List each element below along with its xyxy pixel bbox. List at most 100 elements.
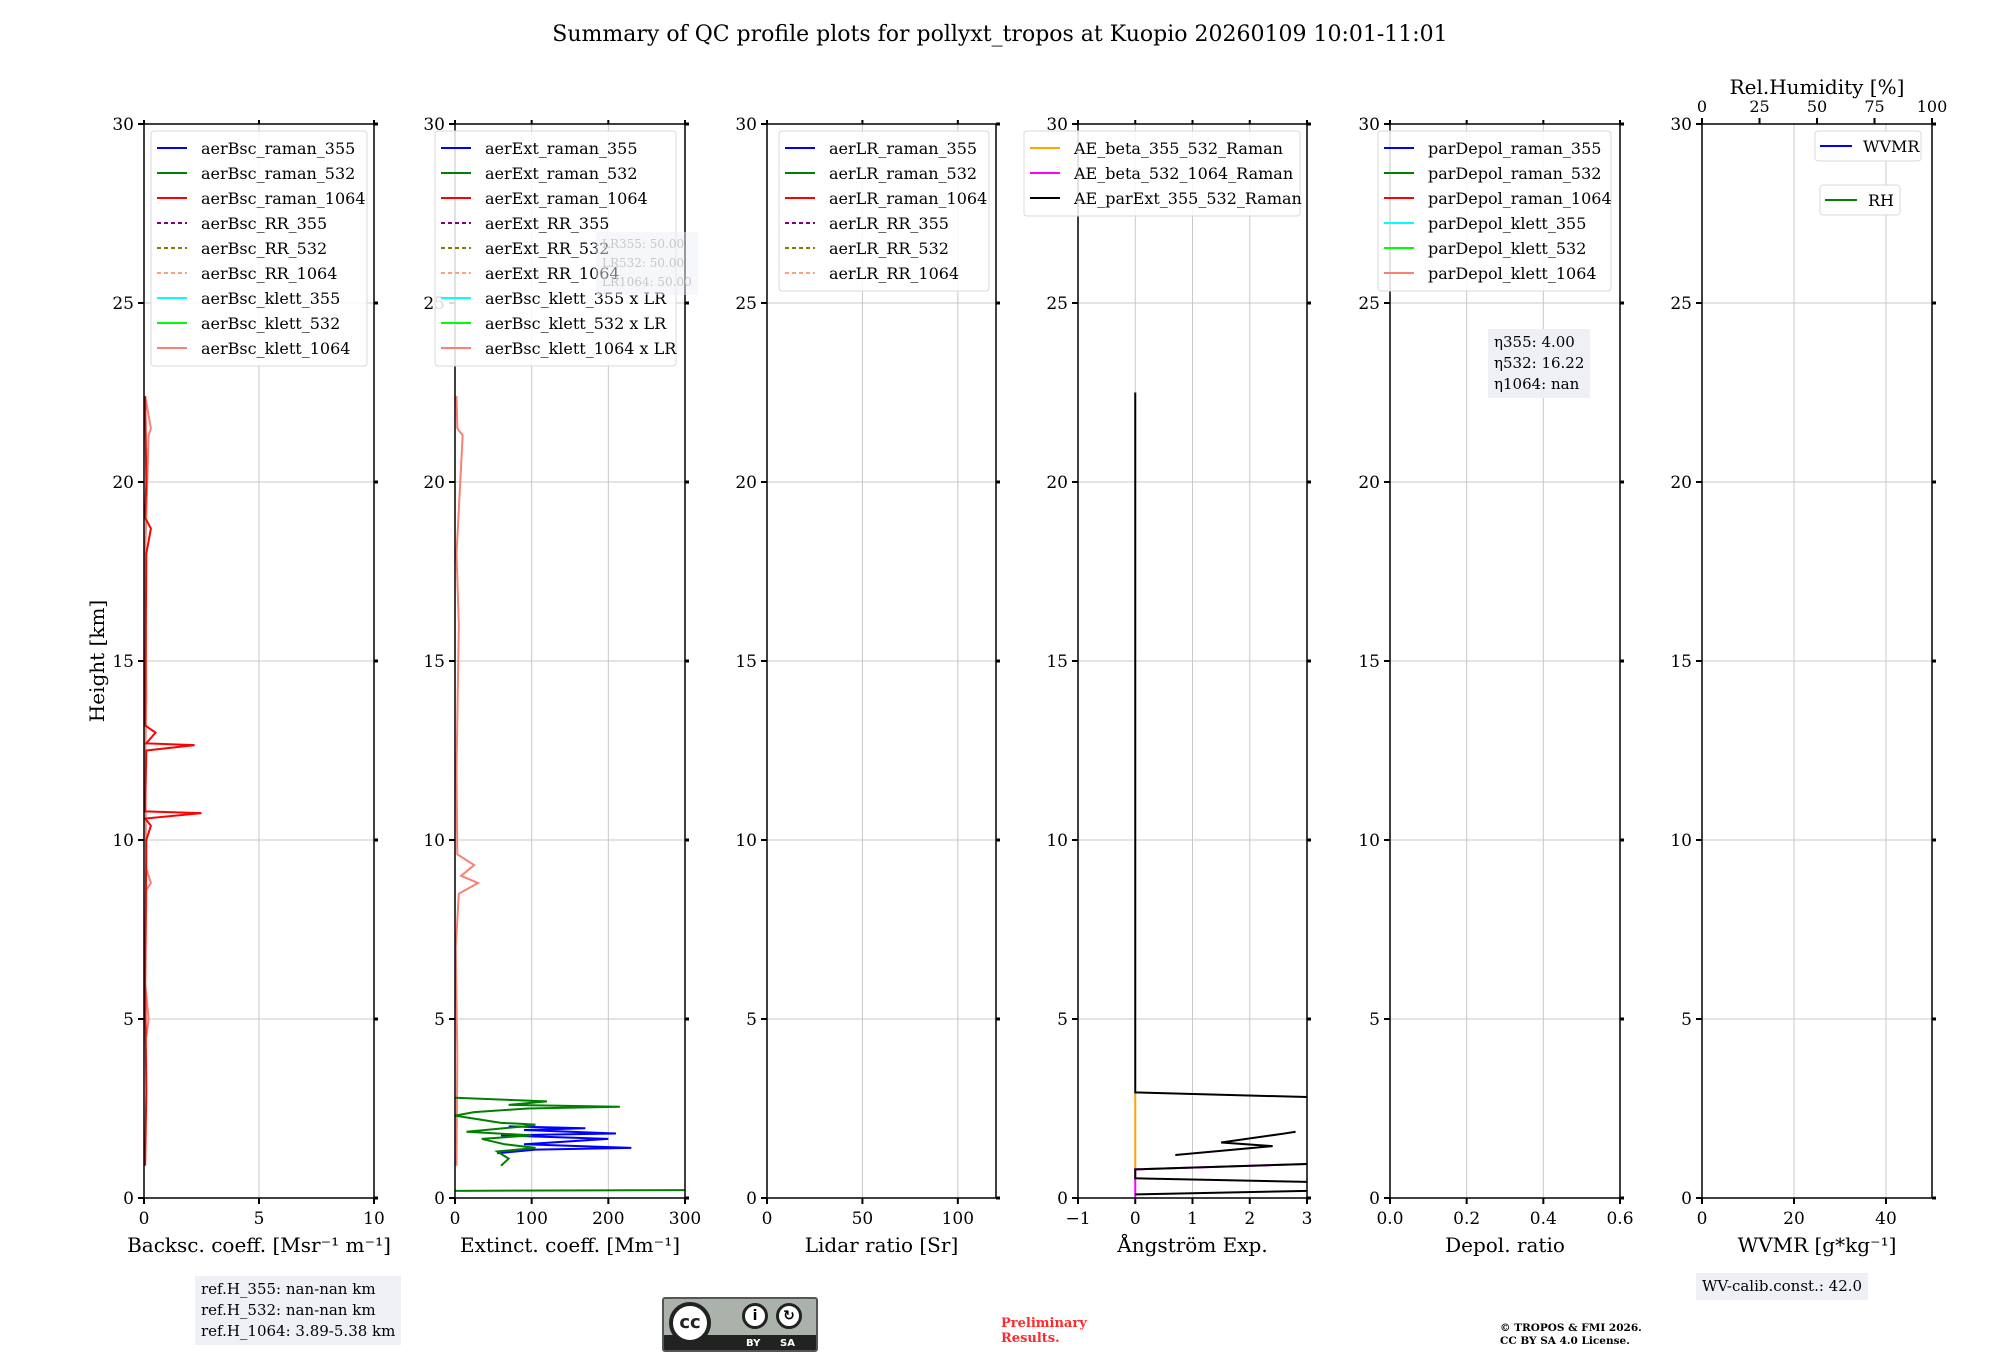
x-tick-label: 20	[1783, 1209, 1805, 1229]
legend-label: aerLR_raman_532	[829, 164, 977, 183]
eta-box: η355: 4.00 η532: 16.22 η1064: nan	[1488, 329, 1591, 398]
eta-532: η532: 16.22	[1494, 354, 1585, 372]
legend-label: RH	[1868, 191, 1894, 210]
x-tick-label: 5	[254, 1209, 265, 1229]
legend: parDepol_raman_355 parDepol_raman_532 parD…	[1377, 130, 1612, 292]
y-tick-label: 5	[434, 1010, 445, 1030]
top-x-tick-label: 75	[1864, 97, 1884, 116]
x-tick-label: 10	[363, 1209, 385, 1229]
legend-label: aerExt_RR_532	[485, 239, 609, 258]
series-line-AE_parExt_355_532_Raman_3	[1134, 1162, 1308, 1183]
cc-icon: cc	[669, 1302, 711, 1344]
copyright-line: © TROPOS & FMI 2026.	[1500, 1322, 1642, 1334]
legend-label: aerExt_raman_1064	[485, 189, 648, 208]
x-tick-label: 0	[1697, 1209, 1708, 1229]
legend-label: parDepol_raman_532	[1428, 164, 1601, 183]
y-tick-label: 15	[1670, 652, 1692, 672]
legend-label: parDepol_raman_355	[1428, 139, 1601, 158]
legend-box	[1814, 130, 1922, 162]
y-tick-label: 25	[1670, 294, 1692, 314]
x-axis-label: Depol. ratio	[1445, 1233, 1565, 1257]
x-tick-label: 3	[1302, 1209, 1313, 1229]
y-tick-label: 15	[423, 652, 445, 672]
legend-label: aerExt_raman_532	[485, 164, 638, 183]
legend-box	[778, 130, 990, 292]
legend-label: aerBsc_klett_355	[201, 289, 340, 308]
panel-6: 0 5 10 15 20 25 30 0 20 40 WVMR [g*kg⁻¹] 0 25 50 75 100…	[1670, 75, 1947, 1257]
y-tick-label: 0	[434, 1189, 445, 1209]
x-axis-label: WVMR [g*kg⁻¹]	[1738, 1233, 1897, 1257]
y-tick-label: 15	[1046, 652, 1068, 672]
series-line-aerExt_raman_532_low	[454, 1189, 686, 1192]
series-line-aerExt_raman_355	[497, 1125, 632, 1155]
y-tick-label: 30	[1046, 115, 1068, 135]
legend-label: aerLR_RR_355	[829, 214, 949, 233]
by-person-icon: i	[742, 1303, 768, 1329]
top-x-tick-label: 0	[1697, 97, 1707, 116]
top-x-tick-label: 50	[1807, 97, 1827, 116]
x-tick-label: 1	[1187, 1209, 1198, 1229]
legend-label: aerExt_RR_1064	[485, 264, 620, 283]
y-tick-label: 0	[123, 1189, 134, 1209]
legend-label: aerBsc_klett_1064 x LR	[485, 339, 677, 358]
legend-box	[150, 130, 368, 367]
copyright-line: CC BY SA 4.0 License.	[1500, 1335, 1630, 1347]
x-tick-label: 100	[942, 1209, 974, 1229]
x-tick-label: −1	[1065, 1209, 1090, 1229]
x-tick-label: 300	[669, 1209, 701, 1229]
legend-label: aerBsc_RR_532	[201, 239, 327, 258]
cc-license-logo: cc i ↻ BY SA	[662, 1297, 818, 1352]
x-axis-label: Backsc. coeff. [Msr⁻¹ m⁻¹]	[127, 1233, 391, 1257]
legend-label: aerExt_RR_355	[485, 214, 609, 233]
x-tick-label: 0.2	[1453, 1209, 1480, 1229]
x-tick-label: 0	[450, 1209, 461, 1229]
legend-label: WVMR	[1863, 137, 1920, 156]
y-tick-label: 0	[1369, 1189, 1380, 1209]
y-tick-label: 5	[123, 1010, 134, 1030]
y-tick-label: 10	[112, 831, 134, 851]
x-tick-label: 40	[1875, 1209, 1897, 1229]
series-line-aerBsc_klett_1064 x LR	[454, 396, 481, 1166]
x-tick-label: 2	[1244, 1209, 1255, 1229]
sa-share-icon: ↻	[776, 1303, 802, 1329]
y-tick-label: 10	[735, 831, 757, 851]
legend-label: aerBsc_klett_532	[201, 314, 340, 333]
top-x-tick-label: 25	[1749, 97, 1769, 116]
by-label: BY	[746, 1338, 761, 1349]
x-tick-label: 0.0	[1376, 1209, 1403, 1229]
x-axis-label: Ångström Exp.	[1116, 1232, 1267, 1257]
y-tick-label: 30	[735, 115, 757, 135]
legend-label: aerBsc_raman_1064	[201, 189, 366, 208]
x-axis-label: Lidar ratio [Sr]	[805, 1233, 959, 1257]
refh-532: ref.H_532: nan-nan km	[201, 1301, 376, 1319]
y-tick-label: 20	[112, 473, 134, 493]
y-tick-label: 5	[1681, 1010, 1692, 1030]
legend-label: parDepol_klett_532	[1428, 239, 1586, 258]
y-tick-label: 5	[1369, 1010, 1380, 1030]
x-tick-label: 50	[852, 1209, 874, 1229]
legend-rh: RH	[1819, 184, 1901, 216]
y-tick-label: 25	[1358, 294, 1380, 314]
series-line-AE_parExt_355_532_Raman_4	[1135, 1189, 1308, 1196]
eta-355: η355: 4.00	[1494, 333, 1575, 351]
y-tick-label: 20	[735, 473, 757, 493]
legend: AE_beta_355_532_Raman AE_beta_532_1064_Ra…	[1023, 130, 1302, 217]
y-tick-label: 25	[735, 294, 757, 314]
panel-3: 0 5 10 15 20 25 30 0 50 100 Lidar ratio [Sr] aerLR_…	[735, 115, 1000, 1257]
x-tick-label: 0	[1130, 1209, 1141, 1229]
y-axis-label: Height [km]	[85, 600, 109, 722]
copyright-note: © TROPOS & FMI 2026. CC BY SA 4.0 Licens…	[1500, 1322, 1642, 1348]
sa-label: SA	[780, 1338, 795, 1349]
legend-label: aerLR_RR_532	[829, 239, 949, 258]
legend: aerExt_raman_355 aerExt_raman_532 aerExt_r…	[434, 130, 677, 367]
y-tick-label: 15	[112, 652, 134, 672]
y-tick-label: 10	[423, 831, 445, 851]
panel-5: 0 5 10 15 20 25 30 0.0 0.2 0.4 0.6 Depol. ratio parD…	[1358, 115, 1633, 1257]
legend-label: parDepol_klett_355	[1428, 214, 1586, 233]
legend-label: aerExt_raman_355	[485, 139, 638, 158]
lr-532: LR532: 50.00	[602, 256, 685, 270]
refh-355: ref.H_355: nan-nan km	[201, 1280, 376, 1298]
legend-label: parDepol_raman_1064	[1428, 189, 1612, 208]
legend-label: parDepol_klett_1064	[1428, 264, 1597, 283]
